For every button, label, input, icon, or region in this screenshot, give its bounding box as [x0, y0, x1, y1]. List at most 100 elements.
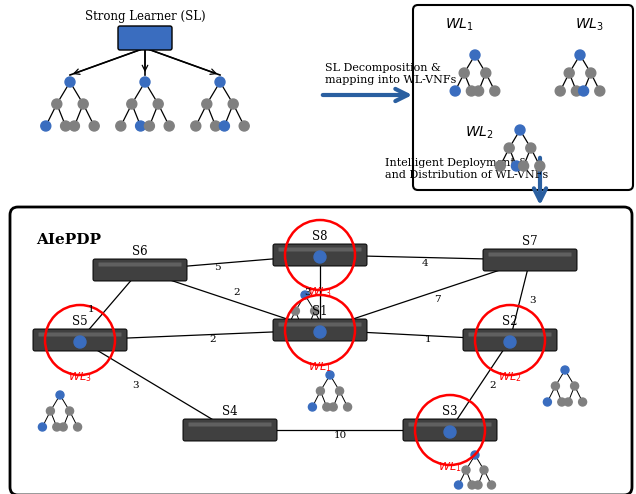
Circle shape — [571, 86, 581, 96]
Circle shape — [526, 143, 536, 153]
Circle shape — [595, 86, 605, 96]
Circle shape — [570, 382, 579, 390]
Circle shape — [481, 68, 491, 78]
Circle shape — [89, 121, 99, 131]
Circle shape — [471, 451, 479, 459]
Circle shape — [319, 323, 327, 331]
Circle shape — [343, 403, 352, 411]
Text: S6: S6 — [132, 245, 148, 258]
FancyBboxPatch shape — [188, 422, 272, 426]
Text: 2: 2 — [209, 335, 216, 344]
Circle shape — [470, 50, 480, 60]
FancyBboxPatch shape — [408, 422, 492, 426]
FancyBboxPatch shape — [413, 5, 633, 190]
Text: S2: S2 — [502, 315, 518, 328]
Circle shape — [468, 481, 476, 489]
Circle shape — [329, 403, 337, 411]
Circle shape — [53, 423, 61, 431]
Circle shape — [211, 121, 221, 131]
Text: $WL_2$: $WL_2$ — [499, 370, 522, 384]
Circle shape — [298, 323, 306, 331]
Circle shape — [308, 403, 316, 411]
Text: $WL_3$: $WL_3$ — [308, 285, 332, 299]
Circle shape — [575, 50, 585, 60]
Circle shape — [140, 77, 150, 87]
Circle shape — [323, 403, 331, 411]
Circle shape — [466, 86, 476, 96]
Circle shape — [65, 77, 75, 87]
Circle shape — [504, 143, 514, 153]
FancyBboxPatch shape — [483, 249, 577, 271]
Circle shape — [462, 466, 470, 474]
Circle shape — [314, 326, 326, 338]
Circle shape — [511, 161, 522, 171]
FancyBboxPatch shape — [403, 419, 497, 441]
Circle shape — [153, 99, 163, 109]
Text: $WL_1$: $WL_1$ — [445, 17, 474, 33]
Circle shape — [488, 481, 495, 489]
Circle shape — [474, 86, 483, 96]
Circle shape — [459, 68, 469, 78]
Circle shape — [495, 161, 505, 171]
Circle shape — [291, 307, 300, 315]
Circle shape — [543, 398, 551, 406]
Text: $WL_2$: $WL_2$ — [465, 125, 494, 141]
Circle shape — [144, 121, 155, 131]
Circle shape — [326, 371, 334, 379]
FancyBboxPatch shape — [118, 26, 172, 50]
FancyBboxPatch shape — [183, 419, 277, 441]
Text: 5: 5 — [214, 263, 221, 272]
Text: 3: 3 — [304, 288, 310, 297]
FancyBboxPatch shape — [33, 329, 127, 351]
Circle shape — [164, 121, 174, 131]
Text: $WL_1$: $WL_1$ — [438, 460, 462, 474]
FancyBboxPatch shape — [93, 259, 187, 281]
Circle shape — [336, 387, 343, 395]
Text: 1: 1 — [88, 305, 94, 315]
Circle shape — [41, 121, 51, 131]
Text: 3: 3 — [133, 380, 139, 389]
Text: 2: 2 — [490, 380, 496, 389]
Circle shape — [551, 382, 560, 390]
Circle shape — [66, 407, 74, 415]
FancyBboxPatch shape — [488, 252, 572, 256]
Circle shape — [78, 99, 88, 109]
Circle shape — [444, 426, 456, 438]
Circle shape — [202, 99, 212, 109]
Text: $WL_3$: $WL_3$ — [575, 17, 604, 33]
Circle shape — [504, 336, 516, 348]
Circle shape — [127, 99, 137, 109]
Circle shape — [59, 423, 67, 431]
Text: Strong Learner (SL): Strong Learner (SL) — [85, 10, 205, 23]
Circle shape — [314, 251, 326, 263]
Circle shape — [316, 387, 324, 395]
Text: S8: S8 — [312, 230, 328, 243]
FancyBboxPatch shape — [279, 247, 361, 251]
Circle shape — [74, 423, 81, 431]
Text: $WL_3$: $WL_3$ — [68, 370, 92, 384]
Text: 2: 2 — [233, 288, 240, 297]
Circle shape — [228, 99, 238, 109]
Text: S7: S7 — [522, 235, 538, 248]
Circle shape — [579, 398, 586, 406]
Circle shape — [74, 336, 86, 348]
Circle shape — [564, 398, 572, 406]
Circle shape — [586, 68, 596, 78]
Text: 7: 7 — [434, 295, 441, 304]
Circle shape — [69, 121, 80, 131]
Circle shape — [60, 121, 71, 131]
Circle shape — [219, 121, 230, 131]
Circle shape — [450, 86, 460, 96]
Text: $WL_1$: $WL_1$ — [308, 360, 332, 374]
Circle shape — [56, 391, 64, 399]
Circle shape — [310, 307, 319, 315]
Circle shape — [215, 77, 225, 87]
Text: S4: S4 — [222, 405, 238, 418]
Text: SL Decomposition &
mapping into WL-VNFs: SL Decomposition & mapping into WL-VNFs — [325, 63, 457, 84]
FancyBboxPatch shape — [273, 319, 367, 341]
Text: AIePDP: AIePDP — [36, 233, 101, 247]
Circle shape — [191, 121, 201, 131]
Circle shape — [38, 423, 46, 431]
Circle shape — [239, 121, 249, 131]
FancyBboxPatch shape — [39, 332, 121, 336]
